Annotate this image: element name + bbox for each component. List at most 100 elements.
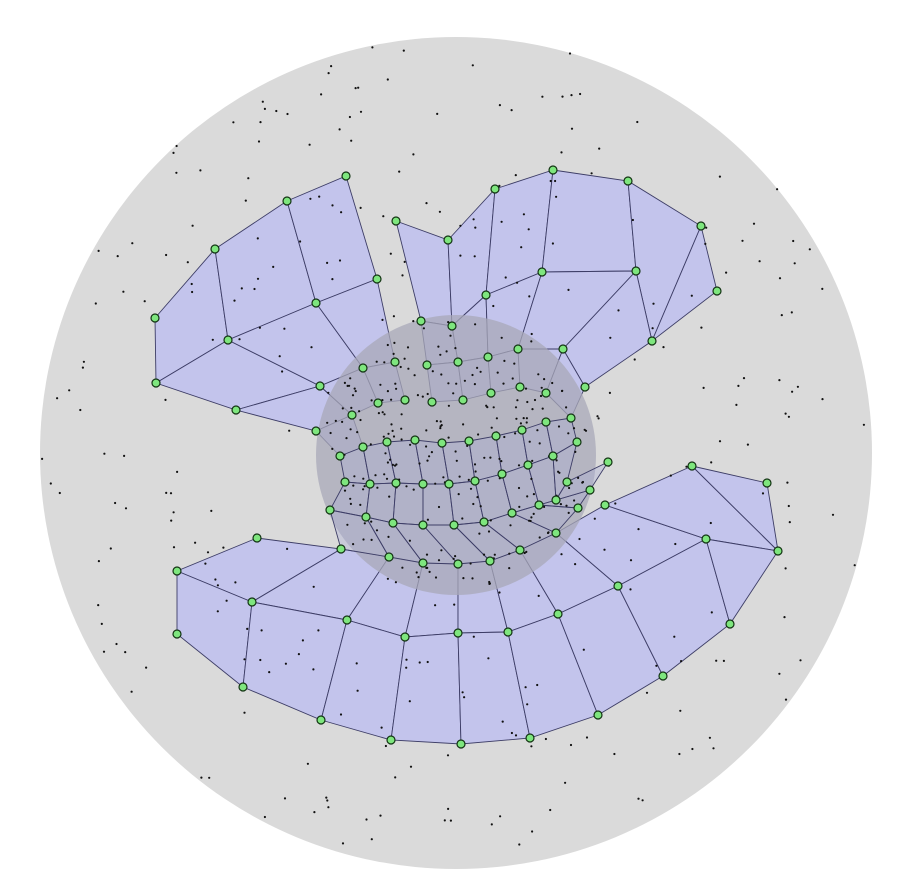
sample-dot	[426, 459, 429, 462]
sample-dot	[358, 410, 361, 413]
sample-dot	[498, 457, 501, 460]
sample-dot	[225, 599, 228, 602]
sample-dot	[526, 495, 529, 498]
mesh-vertex	[247, 597, 257, 607]
sample-dot	[462, 577, 465, 580]
sample-dot	[520, 246, 523, 249]
mesh-vertex	[490, 184, 500, 194]
sample-dot	[281, 370, 284, 373]
sample-dot	[483, 456, 486, 459]
sample-dot	[100, 622, 103, 626]
sample-dot	[439, 353, 442, 356]
sample-dot	[341, 842, 345, 845]
sample-dot	[338, 259, 342, 262]
mesh-vertex	[548, 451, 558, 461]
mesh-vertex	[551, 495, 561, 505]
sample-dot	[283, 797, 287, 800]
sample-dot	[477, 433, 480, 436]
sample-dot	[531, 459, 534, 462]
sample-dot	[68, 389, 71, 392]
sample-dot	[430, 451, 433, 454]
sample-dot	[473, 383, 476, 386]
sample-dot	[409, 443, 412, 446]
sample-dot	[97, 560, 100, 563]
sample-dot	[426, 518, 429, 521]
sample-dot	[471, 64, 474, 67]
sample-dot	[597, 417, 600, 420]
sample-dot	[382, 435, 385, 438]
sample-dot	[498, 184, 501, 187]
sample-dot	[172, 546, 176, 549]
mesh-vertex	[437, 438, 447, 448]
mesh-face	[541, 169, 637, 273]
sample-dot	[288, 429, 291, 432]
sample-dot	[514, 432, 517, 435]
sample-dot	[472, 635, 475, 638]
sample-dot	[408, 700, 411, 703]
sample-dot	[400, 427, 403, 430]
sample-dot	[673, 635, 676, 638]
sample-dot	[539, 394, 543, 398]
sample-dot	[233, 299, 236, 302]
sample-dot	[613, 752, 616, 756]
sample-dot	[115, 642, 118, 646]
sample-dot	[395, 387, 398, 390]
sample-dot	[784, 567, 787, 570]
mesh-vertex	[390, 357, 400, 367]
sample-dot	[353, 387, 356, 390]
sample-dot	[453, 603, 456, 606]
sample-dot	[362, 488, 365, 491]
mesh-vertex	[762, 478, 772, 488]
sample-dot	[564, 781, 567, 784]
sample-dot	[469, 562, 472, 565]
sample-dot	[352, 484, 355, 487]
sample-dot	[518, 505, 521, 508]
sample-dot	[114, 501, 117, 505]
sample-dot	[514, 406, 518, 409]
sample-dot	[379, 383, 382, 386]
sample-dot	[609, 336, 612, 339]
sample-dot	[359, 206, 362, 209]
sample-dot	[791, 390, 794, 393]
sample-dot	[435, 420, 438, 423]
sample-dot	[431, 370, 434, 373]
sample-dot	[498, 591, 501, 594]
mesh-vertex	[725, 619, 735, 629]
sample-dot	[359, 418, 362, 422]
mesh-vertex	[252, 533, 262, 543]
sample-dot	[340, 211, 343, 214]
sample-dot	[458, 475, 461, 478]
sample-dot	[509, 524, 512, 527]
sample-dot	[446, 754, 450, 757]
mesh-vertex	[696, 221, 706, 231]
sample-dot	[317, 629, 320, 632]
mesh-vertex	[558, 344, 568, 354]
sample-dot	[821, 398, 824, 401]
sample-dot	[523, 551, 526, 555]
sample-dot	[186, 261, 189, 264]
mesh-vertex	[418, 558, 428, 568]
mesh-vertex	[647, 336, 657, 346]
sample-dot	[194, 541, 197, 544]
sample-dot	[679, 709, 682, 712]
sample-dot	[334, 419, 337, 422]
sample-dot	[568, 52, 572, 55]
sample-dot	[386, 78, 389, 81]
sample-dot	[528, 295, 531, 298]
mesh-vertex	[701, 534, 711, 544]
mesh-vertex	[172, 629, 182, 639]
mesh-vertex	[541, 417, 551, 427]
sample-dot	[690, 294, 693, 297]
sample-dot	[400, 438, 403, 441]
sample-dot	[380, 726, 383, 729]
sample-dot	[387, 432, 390, 435]
sample-dot	[718, 440, 722, 443]
sample-dot	[331, 204, 334, 207]
sample-dot	[472, 218, 475, 221]
mesh-vertex	[400, 632, 410, 642]
mesh-vertices	[150, 165, 783, 749]
sample-dot	[473, 463, 477, 466]
sample-dot	[175, 171, 178, 174]
sample-dot	[522, 417, 525, 420]
sample-dot	[662, 346, 665, 349]
